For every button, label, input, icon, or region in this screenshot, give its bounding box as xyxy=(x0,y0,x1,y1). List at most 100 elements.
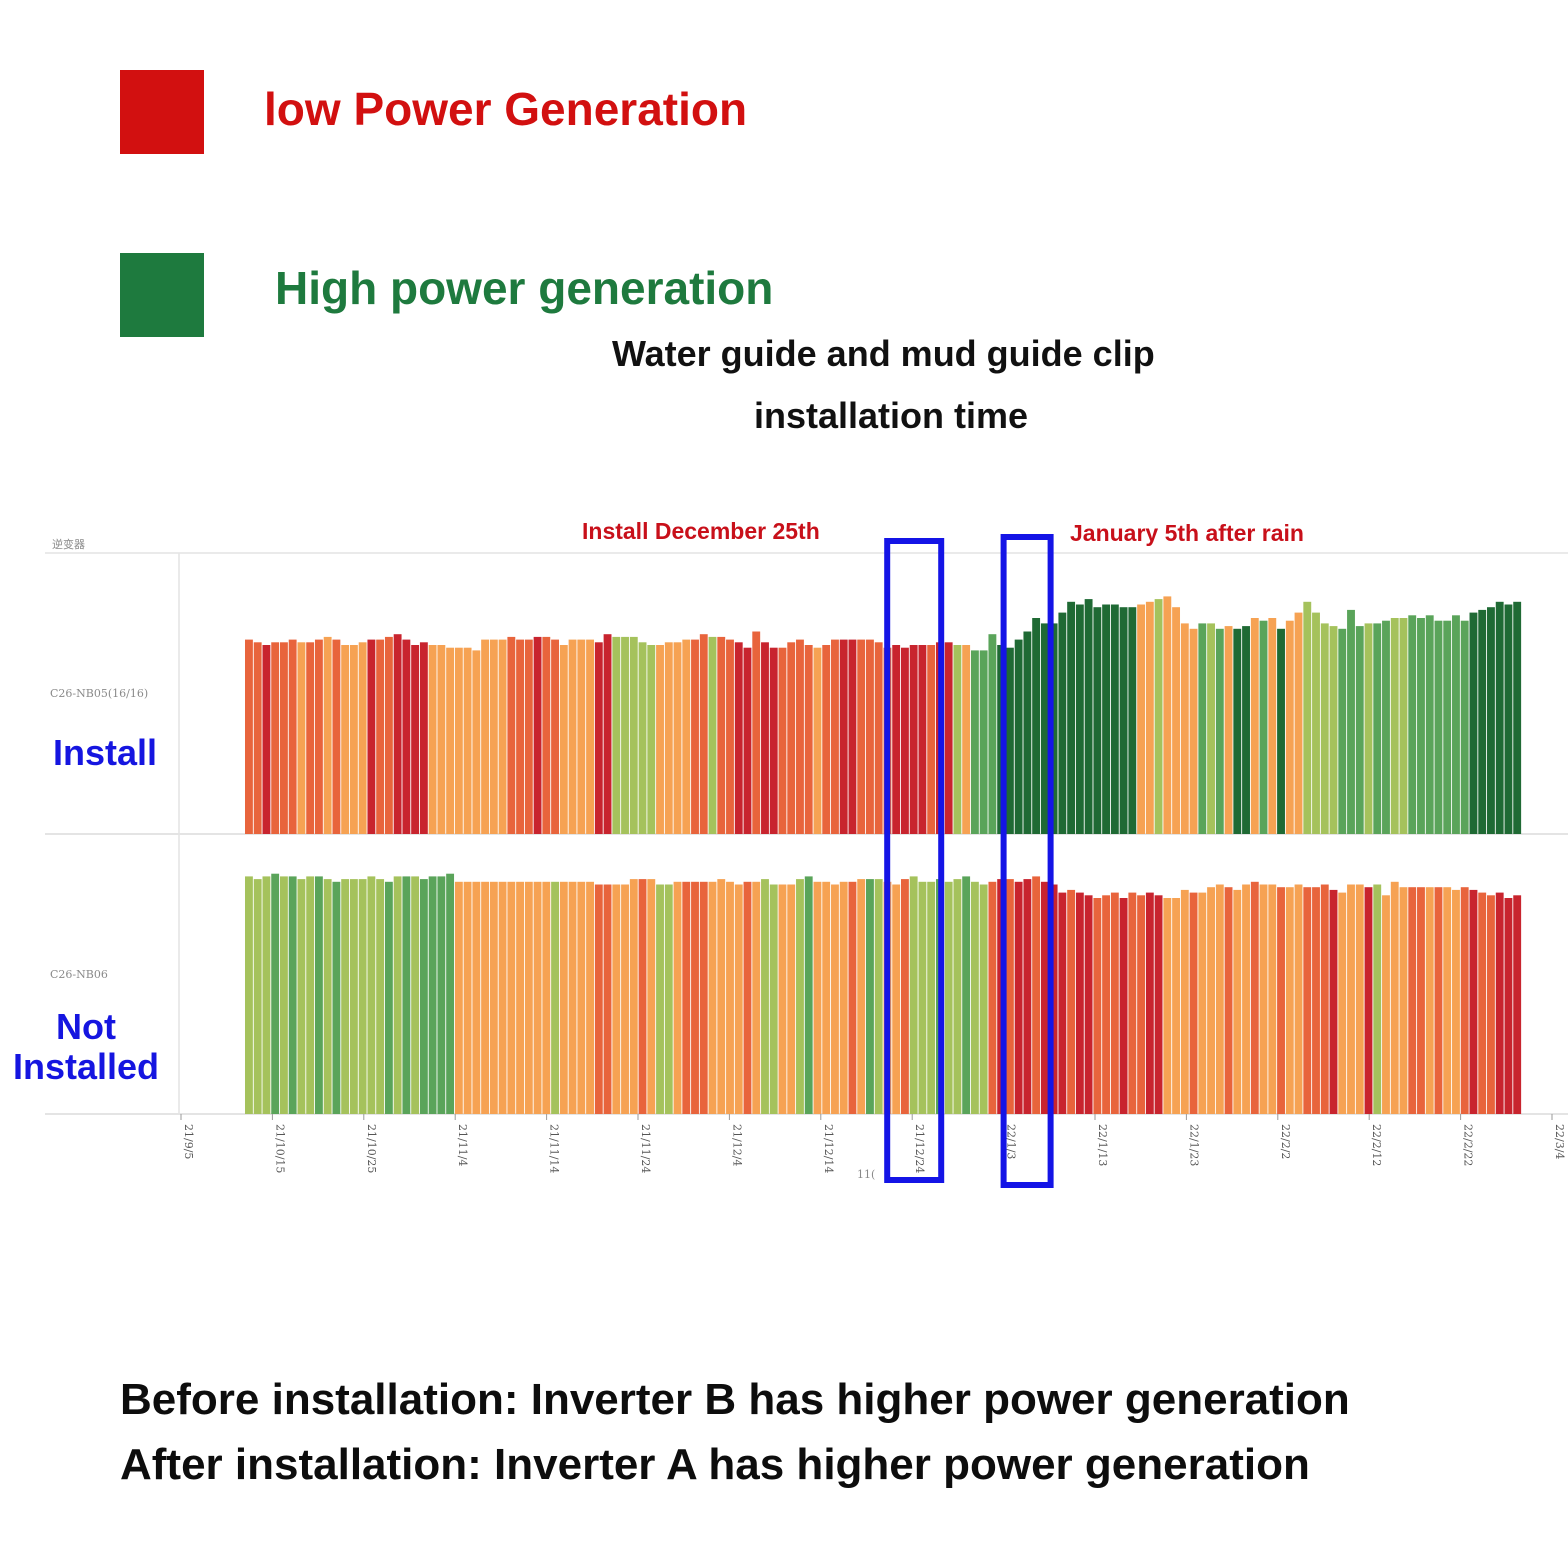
not-installed-bar xyxy=(577,881,586,1114)
not-installed-bar xyxy=(892,884,901,1114)
install-bar xyxy=(1425,615,1434,834)
install-bar xyxy=(1469,612,1478,834)
install-bar xyxy=(1119,607,1128,834)
install-bar xyxy=(1285,620,1294,834)
not-installed-bar xyxy=(717,879,726,1114)
not-installed-bar xyxy=(1224,887,1233,1114)
row-install-code: C26-NB05(16/16) xyxy=(50,687,149,700)
not-installed-bar xyxy=(962,876,971,1114)
install-bar xyxy=(1005,647,1014,834)
not-installed-bar xyxy=(944,881,953,1114)
not-installed-bar xyxy=(1277,887,1285,1114)
not-installed-bar xyxy=(1382,895,1390,1114)
legend-low-label: low Power Generation xyxy=(264,83,748,135)
install-bar xyxy=(717,636,726,834)
not-installed-bar xyxy=(822,881,831,1114)
install-bar xyxy=(306,642,315,834)
install-bar xyxy=(1250,618,1259,834)
install-bar xyxy=(848,639,857,834)
install-bar xyxy=(682,639,691,834)
not-installed-bar xyxy=(253,879,262,1114)
install-bar xyxy=(314,639,323,834)
install-bar xyxy=(979,650,988,834)
not-installed-bar xyxy=(761,879,769,1114)
install-bar xyxy=(1303,601,1312,834)
not-installed-bar xyxy=(1443,887,1452,1114)
install-bar xyxy=(1242,626,1250,834)
install-bar xyxy=(822,645,831,834)
caption-line1: Water guide and mud guide clip xyxy=(612,333,1155,374)
install-bar xyxy=(463,647,472,834)
not-installed-bar xyxy=(909,876,918,1114)
highlight-after-rain-window xyxy=(1000,534,1054,1188)
install-bar xyxy=(1259,620,1268,834)
install-bar xyxy=(866,639,874,834)
not-installed-bar xyxy=(1504,898,1513,1114)
not-installed-bar xyxy=(288,876,297,1114)
not-installed-bar xyxy=(542,881,551,1114)
legend-high-label: High power generation xyxy=(275,262,774,314)
install-bar xyxy=(367,639,376,834)
install-bar xyxy=(1189,628,1198,834)
not-installed-bar xyxy=(1032,876,1041,1114)
install-bar xyxy=(516,639,525,834)
not-installed-bar xyxy=(621,884,629,1114)
install-bar xyxy=(831,639,839,834)
install-bar xyxy=(1434,620,1443,834)
install-bar xyxy=(1023,631,1032,834)
install-bar xyxy=(358,642,367,834)
install-bar xyxy=(691,639,699,834)
not-installed-bar xyxy=(857,879,866,1114)
install-bar xyxy=(1207,623,1215,834)
not-installed-bar xyxy=(1268,884,1277,1114)
not-installed-bar xyxy=(1250,881,1259,1114)
highlight-install-window xyxy=(884,538,945,1183)
install-bar xyxy=(857,639,866,834)
not-installed-bar xyxy=(804,876,813,1114)
install-bar xyxy=(271,642,280,834)
install-bar xyxy=(1137,604,1146,834)
install-bar xyxy=(892,645,901,834)
not-installed-bar xyxy=(743,881,752,1114)
x-tick-label: 22/3/4 xyxy=(1553,1124,1566,1159)
not-installed-bar xyxy=(568,881,577,1114)
not-installed-bar xyxy=(376,879,385,1114)
not-installed-bar xyxy=(245,876,253,1114)
not-installed-bar xyxy=(787,884,796,1114)
install-bar xyxy=(332,639,341,834)
not-installed-bar xyxy=(1390,881,1399,1114)
install-bar xyxy=(1338,628,1347,834)
not-installed-bar xyxy=(1329,889,1338,1114)
install-bar xyxy=(769,647,778,834)
install-bar xyxy=(1504,604,1513,834)
install-bar xyxy=(1390,618,1399,834)
not-installed-bar xyxy=(1145,892,1154,1114)
not-installed-bar xyxy=(953,879,962,1114)
install-bar xyxy=(1452,615,1460,834)
not-installed-bar xyxy=(1005,879,1014,1114)
not-installed-bar xyxy=(1172,898,1181,1114)
not-installed-bar xyxy=(970,881,979,1114)
install-bar xyxy=(262,645,271,834)
install-bar xyxy=(1084,599,1093,834)
not-installed-bar xyxy=(1067,889,1076,1114)
install-bar xyxy=(787,642,796,834)
x-tick-label: 21/12/24 xyxy=(913,1124,926,1173)
install-bar xyxy=(551,639,559,834)
not-installed-bar xyxy=(516,881,525,1114)
row-label-not-installed-line2: Installed xyxy=(12,1046,160,1087)
not-installed-bar xyxy=(1207,887,1215,1114)
install-bar xyxy=(1382,620,1390,834)
install-bar xyxy=(726,639,734,834)
not-installed-bar xyxy=(1338,892,1347,1114)
install-bar xyxy=(1312,612,1320,834)
chart-header-label: 逆变器 xyxy=(52,538,85,551)
not-installed-bar xyxy=(1399,887,1408,1114)
install-bar xyxy=(542,636,551,834)
annotation-after-rain: January 5th after rain xyxy=(1070,520,1304,546)
not-installed-bar xyxy=(979,884,988,1114)
install-bar xyxy=(594,642,603,834)
install-bar xyxy=(498,639,507,834)
install-bar xyxy=(1513,601,1522,834)
install-bar xyxy=(988,634,997,834)
